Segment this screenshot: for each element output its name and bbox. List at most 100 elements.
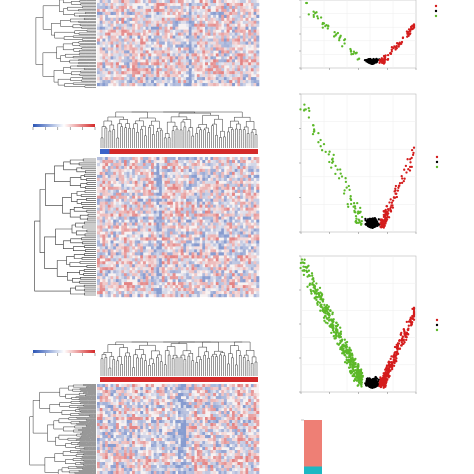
heatmap-cell — [178, 210, 181, 214]
heatmap-cell — [107, 405, 111, 409]
heatmap-cell — [218, 5, 222, 10]
heatmap-cell — [207, 402, 211, 406]
heatmap-cell — [202, 399, 206, 403]
heatmap-cell — [256, 50, 260, 54]
heatmap-cell — [234, 285, 238, 289]
heatmap-cell — [99, 402, 103, 406]
heatmap-cell — [250, 5, 254, 10]
heatmap-cell — [253, 14, 257, 18]
heatmap-cell — [153, 180, 157, 185]
heatmap-cell — [188, 420, 192, 424]
heatmap-cell — [156, 165, 160, 170]
heatmap-cell — [256, 225, 260, 229]
heatmap-cell — [113, 390, 117, 394]
heatmap-cell — [105, 390, 109, 394]
heatmap-cell — [253, 5, 257, 10]
heatmap-cell — [142, 171, 146, 176]
heatmap-cell — [110, 47, 114, 51]
heatmap-cell — [105, 219, 109, 223]
heatmap-cell — [213, 237, 217, 241]
heatmap-cell — [205, 56, 208, 60]
heatmap-cell — [188, 234, 192, 238]
heatmap-cell — [124, 246, 127, 250]
heatmap-cell — [172, 50, 176, 54]
heatmap-cell — [188, 216, 192, 220]
heatmap-cell — [132, 441, 136, 445]
heatmap-cell — [229, 174, 233, 179]
heatmap-cell — [194, 291, 198, 295]
heatmap-cell — [102, 157, 106, 161]
heatmap-cell — [169, 408, 173, 412]
heatmap-cell — [245, 294, 249, 298]
heatmap-cell — [191, 8, 195, 13]
heatmap-cell — [232, 423, 235, 427]
heatmap-cell — [237, 222, 241, 226]
heatmap-cell — [245, 447, 249, 451]
heatmap-cell — [180, 198, 184, 202]
heatmap-cell — [237, 50, 241, 54]
heatmap-cell — [175, 246, 179, 250]
heatmap-cell — [240, 252, 244, 256]
heatmap-cell — [256, 35, 260, 39]
heatmap-cell — [102, 59, 106, 63]
heatmap-cell — [129, 177, 133, 182]
heatmap-2 — [97, 157, 260, 298]
heatmap-cell — [229, 279, 233, 283]
heatmap-cell — [148, 267, 152, 271]
heatmap-cell — [161, 77, 165, 81]
heatmap-cell — [113, 429, 117, 433]
heatmap-cell — [245, 5, 249, 10]
heatmap-cell — [218, 249, 222, 253]
heatmap-cell — [221, 177, 225, 182]
heatmap-cell — [248, 393, 252, 397]
heatmap-cell — [256, 65, 260, 69]
heatmap-cell — [129, 246, 133, 250]
heatmap-cell — [205, 44, 208, 48]
heatmap-cell — [164, 177, 168, 182]
heatmap-cell — [191, 162, 195, 167]
heatmap-cell — [126, 74, 130, 78]
heatmap-cell — [215, 444, 219, 448]
heatmap-cell — [232, 285, 235, 289]
heatmap-cell — [113, 420, 117, 424]
heatmap-cell — [202, 77, 206, 81]
heatmap-cell — [199, 219, 203, 223]
heatmap-cell — [107, 157, 111, 161]
heatmap-cell — [148, 225, 152, 229]
heatmap-cell — [107, 411, 111, 415]
heatmap-cell — [142, 210, 146, 214]
heatmap-cell — [248, 186, 252, 190]
heatmap-cell — [188, 38, 192, 42]
heatmap-cell — [205, 399, 208, 403]
heatmap-cell — [145, 8, 149, 13]
heatmap-cell — [234, 68, 238, 72]
heatmap-cell — [226, 32, 230, 36]
heatmap-cell — [126, 417, 130, 421]
heatmap-cell — [97, 174, 100, 179]
heatmap-cell — [134, 450, 138, 454]
heatmap-cell — [156, 234, 160, 238]
heatmap-cell — [229, 252, 233, 256]
heatmap-cell — [126, 270, 130, 274]
heatmap-cell — [97, 435, 100, 439]
heatmap-cell — [237, 384, 241, 388]
heatmap-cell — [196, 219, 200, 223]
heatmap-cell — [178, 399, 181, 403]
heatmap-cell — [250, 291, 254, 295]
heatmap-cell — [178, 53, 181, 57]
heatmap-cell — [121, 396, 125, 400]
heatmap-cell — [256, 429, 260, 433]
heatmap-cell — [97, 234, 100, 238]
heatmap-cell — [207, 282, 211, 286]
heatmap-cell — [159, 56, 163, 60]
heatmap-cell — [229, 68, 233, 72]
heatmap-cell — [102, 423, 106, 427]
heatmap-cell — [118, 0, 122, 4]
heatmap-cell — [118, 429, 122, 433]
heatmap-cell — [169, 26, 173, 30]
heatmap-cell — [134, 157, 138, 161]
heatmap-cell — [223, 444, 227, 448]
heatmap-cell — [253, 77, 257, 81]
heatmap-cell — [124, 8, 127, 13]
heatmap-cell — [188, 8, 192, 13]
